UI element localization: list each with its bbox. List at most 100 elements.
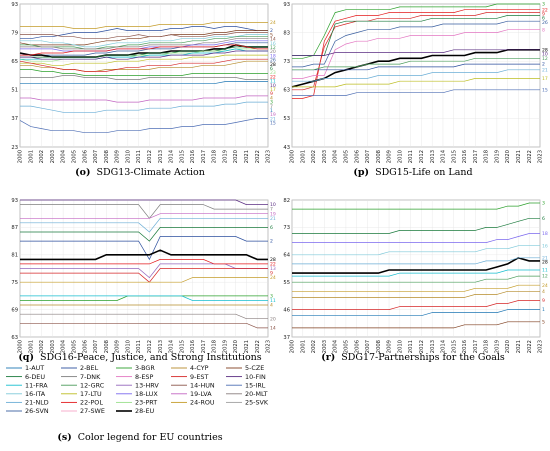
x-tick-label: 2010 bbox=[397, 150, 403, 163]
legend-entry-label: 17-LTU bbox=[80, 390, 102, 398]
x-tick-label: 2003 bbox=[322, 340, 328, 353]
caption-o: (o) SDG13-Climate Action bbox=[75, 167, 205, 178]
x-tick-label: 2020 bbox=[233, 340, 239, 353]
legend-entry-label: 16-ITA bbox=[25, 390, 46, 398]
series-line-19 bbox=[20, 213, 268, 219]
series-end-label: 18 bbox=[542, 231, 548, 237]
x-tick-label: 2007 bbox=[365, 340, 371, 353]
series-end-label: 4 bbox=[270, 303, 273, 309]
x-tick-label: 2013 bbox=[430, 150, 436, 163]
series-line-15 bbox=[19, 118, 268, 134]
series-line-5 bbox=[19, 30, 268, 46]
series-line-28 bbox=[292, 256, 540, 274]
legend-entry-label: 12-GRC bbox=[80, 381, 105, 389]
x-tick-label: 2022 bbox=[527, 340, 533, 353]
caption-r: (r) SDG17-Partnerships for the Goals bbox=[321, 352, 505, 363]
series-line-17 bbox=[20, 54, 268, 66]
x-tick-label: 2006 bbox=[82, 340, 88, 353]
x-tick-label: 2003 bbox=[322, 150, 328, 163]
x-tick-label: 2005 bbox=[72, 340, 78, 353]
series-end-label: 26 bbox=[270, 58, 276, 64]
series-line-22 bbox=[20, 44, 268, 56]
series-end-label: 24 bbox=[270, 20, 276, 26]
series-line-12 bbox=[20, 36, 268, 50]
series-end-label: 15 bbox=[270, 121, 276, 127]
x-tick-label: 2015 bbox=[179, 150, 185, 163]
x-tick-label: 2013 bbox=[158, 150, 164, 163]
x-tick-label: 2014 bbox=[169, 339, 175, 353]
series-line-10 bbox=[20, 50, 268, 60]
x-tick-label: 2019 bbox=[494, 150, 500, 163]
series-line-18 bbox=[292, 233, 540, 243]
y-tick-label: 46 bbox=[283, 307, 290, 313]
series-line-13 bbox=[20, 263, 268, 279]
series-line-6 bbox=[292, 217, 540, 234]
series-end-label: 12 bbox=[542, 274, 548, 280]
x-tick-label: 2021 bbox=[244, 340, 250, 353]
x-tick-label: 2007 bbox=[93, 340, 99, 353]
legend-entry-label: 18-LUX bbox=[135, 390, 158, 398]
x-tick-label: 2009 bbox=[115, 340, 121, 353]
series-end-label: 9 bbox=[270, 91, 273, 97]
series-line-17 bbox=[292, 78, 540, 88]
x-tick-label: 2017 bbox=[473, 150, 479, 163]
x-tick-label: 2014 bbox=[169, 149, 175, 163]
x-tick-label: 2018 bbox=[484, 340, 490, 353]
series-end-label: 4 bbox=[270, 95, 273, 101]
x-tick-label: 2010 bbox=[125, 150, 131, 163]
series-end-label: 21 bbox=[270, 116, 276, 122]
x-tick-label: 2006 bbox=[354, 340, 360, 353]
series-end-label: 10 bbox=[270, 83, 276, 89]
y-tick-label: 73 bbox=[283, 59, 290, 65]
x-tick-label: 2014 bbox=[441, 339, 447, 353]
x-tick-label: 2004 bbox=[61, 339, 67, 353]
series-end-label: 28 bbox=[542, 47, 548, 53]
series-end-label: 5 bbox=[542, 319, 545, 325]
x-tick-label: 2006 bbox=[82, 150, 88, 163]
x-tick-label: 2015 bbox=[451, 150, 457, 163]
series-end-label: 28 bbox=[270, 62, 276, 68]
series-line-5 bbox=[292, 321, 540, 329]
legend-entry-label: 27-SWE bbox=[80, 407, 105, 415]
series-end-label: 11 bbox=[270, 79, 276, 85]
series-end-label: 24 bbox=[270, 275, 276, 281]
legend-entry-label: 9-EST bbox=[190, 373, 208, 381]
x-tick-label: 2016 bbox=[462, 340, 468, 353]
series-line-6 bbox=[20, 227, 268, 242]
series-end-label: 20 bbox=[270, 316, 276, 322]
legend-entry-label: 10-FIN bbox=[245, 373, 266, 381]
series-end-label: 3 bbox=[542, 201, 545, 207]
series-line-15 bbox=[292, 89, 540, 96]
series-line-9 bbox=[20, 268, 268, 283]
x-tick-label: 2019 bbox=[494, 340, 500, 353]
y-tick-label: 53 bbox=[283, 116, 290, 122]
series-end-label: 26 bbox=[542, 20, 548, 26]
x-tick-label: 2008 bbox=[104, 340, 110, 353]
y-tick-label: 63 bbox=[11, 335, 18, 341]
x-tick-label: 2003 bbox=[50, 150, 56, 163]
series-end-label: 7 bbox=[270, 104, 273, 110]
x-tick-label: 2021 bbox=[516, 150, 522, 163]
caption-r-title: SDG17-Partnerships for the Goals bbox=[341, 352, 505, 363]
series-end-label: 2 bbox=[270, 239, 273, 245]
x-tick-label: 2008 bbox=[104, 150, 110, 163]
caption-q-label: (q) bbox=[18, 352, 34, 363]
series-end-label: 2 bbox=[542, 62, 545, 68]
x-tick-label: 2022 bbox=[527, 150, 533, 163]
series-end-label: 16 bbox=[270, 41, 276, 47]
x-tick-label: 2002 bbox=[311, 340, 317, 353]
series-line-6 bbox=[20, 46, 268, 58]
x-tick-label: 2012 bbox=[419, 150, 425, 163]
series-line-10 bbox=[292, 49, 540, 56]
series-end-label: 15 bbox=[542, 87, 548, 93]
series-end-label: 22 bbox=[270, 74, 276, 80]
x-tick-label: 2017 bbox=[473, 340, 479, 353]
x-tick-label: 2009 bbox=[115, 150, 121, 163]
series-end-label: 23 bbox=[270, 70, 276, 76]
series-line-11 bbox=[292, 269, 540, 277]
x-tick-label: 2022 bbox=[255, 340, 261, 353]
caption-o-title: SDG13-Climate Action bbox=[96, 167, 204, 178]
series-line-3 bbox=[292, 3, 540, 59]
series-end-label: 4 bbox=[542, 289, 545, 295]
